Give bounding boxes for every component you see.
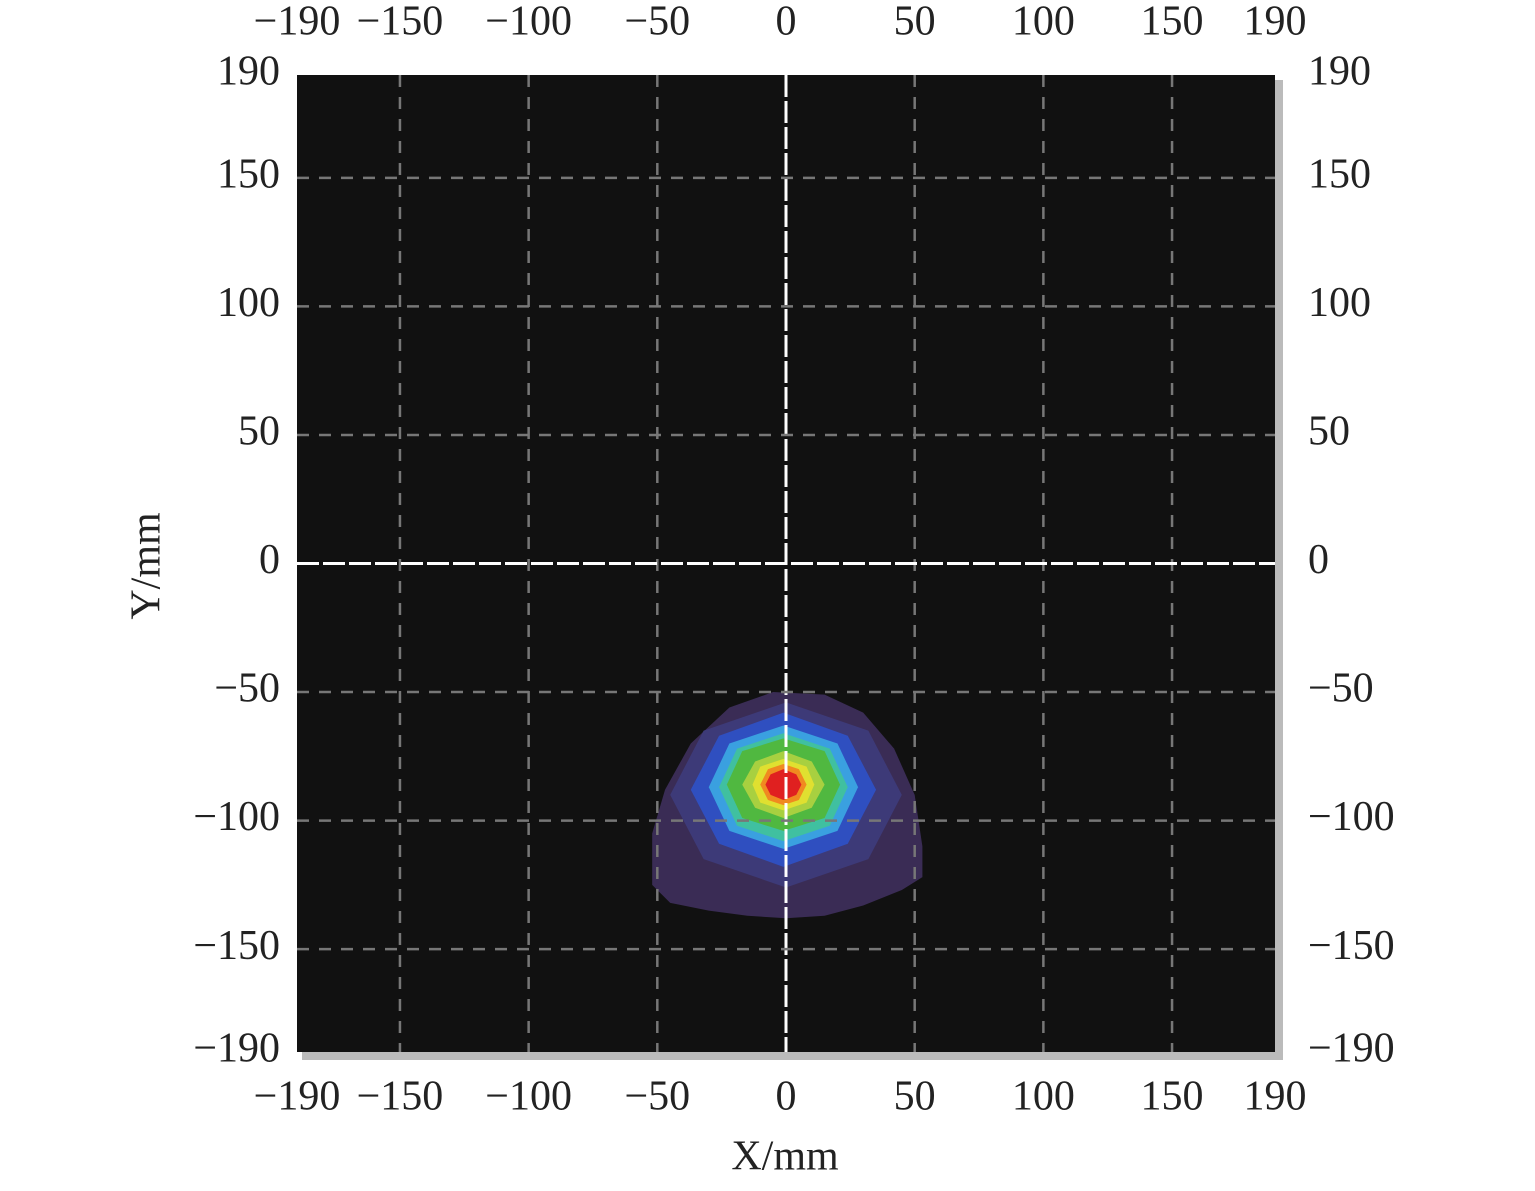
x-tick-label: −150: [357, 1074, 444, 1120]
y-tick-label: −150: [193, 923, 280, 969]
x-tick-label-top: 50: [894, 0, 936, 45]
y-tick-label-right: 50: [1308, 409, 1350, 455]
x-tick-label-top: −150: [357, 0, 444, 45]
x-tick-label-top: −50: [624, 0, 690, 45]
x-tick-label-top: −190: [254, 0, 341, 45]
x-axis-label: X/mm: [731, 1134, 839, 1180]
x-tick-label: 50: [894, 1074, 936, 1120]
y-tick-label: −190: [193, 1026, 280, 1072]
y-axis-label: Y/mm: [124, 512, 170, 620]
y-tick-label-right: −50: [1308, 666, 1374, 712]
x-tick-label-top: 150: [1141, 0, 1204, 45]
x-tick-label: 190: [1244, 1074, 1307, 1120]
y-tick-label: 100: [217, 280, 280, 326]
y-tick-label: −100: [193, 794, 280, 840]
x-tick-label-top: 190: [1244, 0, 1307, 45]
y-tick-label: 0: [259, 537, 280, 583]
shadow: [302, 1052, 1283, 1060]
y-tick-label: 150: [217, 151, 280, 197]
x-tick-label-top: −100: [485, 0, 572, 45]
x-tick-label: 100: [1012, 1074, 1075, 1120]
x-tick-label-top: 100: [1012, 0, 1075, 45]
y-tick-label-right: −150: [1308, 923, 1395, 969]
x-tick-label: 0: [776, 1074, 797, 1120]
shadow: [1275, 80, 1283, 1060]
y-tick-label-right: 150: [1308, 151, 1371, 197]
x-tick-label: −50: [624, 1074, 690, 1120]
y-tick-label: −50: [214, 666, 280, 712]
contour-level: [765, 769, 802, 801]
y-tick-label-right: 100: [1308, 280, 1371, 326]
y-tick-label: 50: [238, 409, 280, 455]
y-tick-label-right: 190: [1308, 49, 1371, 95]
y-tick-label-right: −190: [1308, 1026, 1395, 1072]
x-tick-label: −190: [254, 1074, 341, 1120]
y-tick-label: 190: [217, 49, 280, 95]
x-tick-label-top: 0: [776, 0, 797, 45]
x-tick-label: 150: [1141, 1074, 1204, 1120]
y-tick-label-right: 0: [1308, 537, 1329, 583]
y-tick-label-right: −100: [1308, 794, 1395, 840]
x-tick-label: −100: [485, 1074, 572, 1120]
